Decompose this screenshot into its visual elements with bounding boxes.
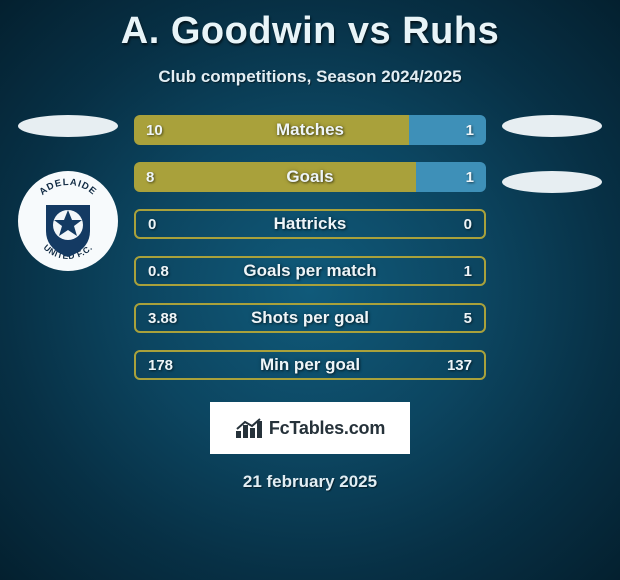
right-player-name-ellipse <box>502 115 602 137</box>
stat-bar-right-fill <box>409 115 486 145</box>
stat-value-left: 178 <box>148 352 173 378</box>
stat-bar: Goals per match0.8 1 <box>134 256 486 286</box>
stat-value-right: 0 <box>464 211 472 237</box>
left-player-name-ellipse <box>18 115 118 137</box>
stat-bar: Hattricks0 0 <box>134 209 486 239</box>
stat-value-left: 0 <box>148 211 156 237</box>
stats-bars: Matches101 Goals81 Hattricks0 0 Goals per ma… <box>128 115 492 380</box>
comparison-title: A. Goodwin vs Ruhs <box>0 0 620 53</box>
stat-bar: Shots per goal3.88 5 <box>134 303 486 333</box>
stat-value-left: 3.88 <box>148 305 177 331</box>
left-player-col: ADELAIDE UNITED F.C. <box>8 115 128 271</box>
stat-value-right: 1 <box>464 258 472 284</box>
stat-value-right: 5 <box>464 305 472 331</box>
stat-bar: Matches101 <box>134 115 486 145</box>
adelaide-united-crest-icon: ADELAIDE UNITED F.C. <box>18 171 118 271</box>
branding-text: FcTables.com <box>269 418 385 439</box>
right-player-crest-ellipse <box>502 171 602 193</box>
stat-label: Goals per match <box>136 258 484 284</box>
stat-label: Min per goal <box>136 352 484 378</box>
stat-bar-left-fill <box>134 115 409 145</box>
right-player-col <box>492 115 612 193</box>
stat-bar-right-fill <box>416 162 486 192</box>
stat-bar-left-fill <box>134 162 416 192</box>
branding-box: FcTables.com <box>210 402 410 454</box>
stat-label: Hattricks <box>136 211 484 237</box>
fctables-logo-icon <box>235 417 263 439</box>
stat-bar: Min per goal178 137 <box>134 350 486 380</box>
stat-value-right: 137 <box>447 352 472 378</box>
left-player-crest: ADELAIDE UNITED F.C. <box>18 171 118 271</box>
stat-bar: Goals81 <box>134 162 486 192</box>
stat-value-left: 0.8 <box>148 258 169 284</box>
date-text: 21 february 2025 <box>0 472 620 492</box>
content-row: ADELAIDE UNITED F.C. Matches101 Goals81 Ha… <box>0 115 620 380</box>
comparison-subtitle: Club competitions, Season 2024/2025 <box>0 67 620 87</box>
stat-label: Shots per goal <box>136 305 484 331</box>
